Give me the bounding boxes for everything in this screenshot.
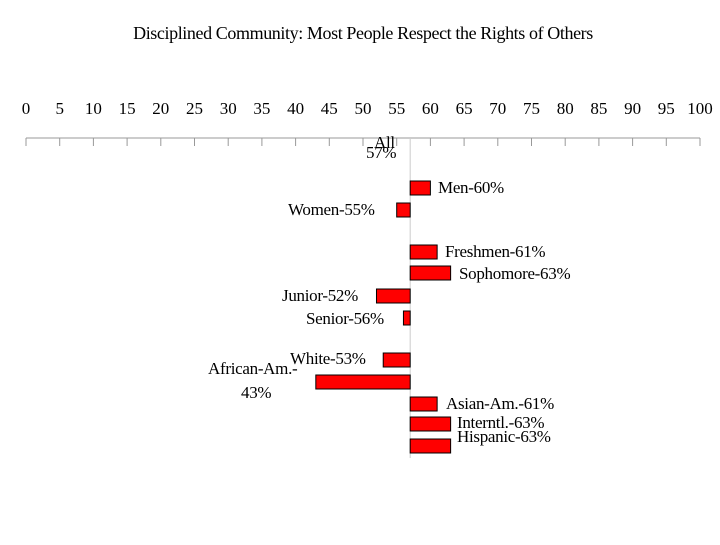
x-tick-label: 45: [321, 99, 338, 118]
bar-women: [396, 202, 411, 218]
x-tick-label: 60: [422, 99, 439, 118]
data-label: Interntl.-63%: [457, 413, 544, 432]
data-label: African-Am.-: [208, 359, 298, 378]
x-tick-label: 50: [355, 99, 372, 118]
bar-sophomore: [409, 265, 452, 281]
data-label: Women-55%: [288, 200, 375, 219]
bar-junior: [375, 288, 411, 304]
data-label: Freshmen-61%: [445, 242, 545, 261]
data-label: 57%: [366, 143, 396, 162]
bars: [315, 180, 452, 454]
data-label: All: [374, 133, 395, 152]
bar-hispanic: [409, 438, 452, 454]
x-tick-label: 35: [253, 99, 270, 118]
x-tick-label: 30: [220, 99, 237, 118]
bar-african-am: [315, 374, 411, 390]
bar-freshmen: [409, 244, 438, 260]
x-tick-label: 75: [523, 99, 540, 118]
x-tick-label: 15: [119, 99, 136, 118]
data-labels: 57%All Men-60% Women-55% Freshmen-61% Sophom…: [208, 133, 571, 446]
data-label: 43%: [241, 383, 271, 402]
x-tick-label: 70: [489, 99, 506, 118]
data-label: Sophomore-63%: [459, 264, 570, 283]
x-tick-label: 5: [55, 99, 64, 118]
x-tick-label: 100: [687, 99, 713, 118]
x-tick-label: 80: [557, 99, 574, 118]
data-label: Senior-56%: [306, 309, 384, 328]
data-label: White-53%: [290, 349, 366, 368]
x-tick-label: 65: [456, 99, 473, 118]
x-tick-label: 0: [22, 99, 31, 118]
chart-title: Disciplined Community: Most People Respe…: [133, 23, 593, 43]
bar-senior: [402, 310, 411, 326]
data-label: Junior-52%: [282, 286, 358, 305]
x-tick-label: 25: [186, 99, 203, 118]
data-label: Men-60%: [438, 178, 504, 197]
x-tick-label: 95: [658, 99, 675, 118]
bar-interntl: [409, 416, 452, 432]
bar-white: [382, 352, 411, 368]
x-axis: 0 5 10 15 20 25 30 35 40 45 50 55 60 65 70 75 80 85 90 95 10…: [22, 99, 713, 458]
x-tick-label: 90: [624, 99, 641, 118]
x-tick-label: 85: [590, 99, 607, 118]
x-tick-label: 40: [287, 99, 304, 118]
data-label: Hispanic-63%: [457, 427, 551, 446]
x-tick-label: 55: [388, 99, 405, 118]
bar-men: [409, 180, 431, 196]
data-label: Asian-Am.-61%: [446, 394, 554, 413]
x-tick-label: 20: [152, 99, 169, 118]
bar-asian-am: [409, 396, 438, 412]
x-tick-label: 10: [85, 99, 102, 118]
